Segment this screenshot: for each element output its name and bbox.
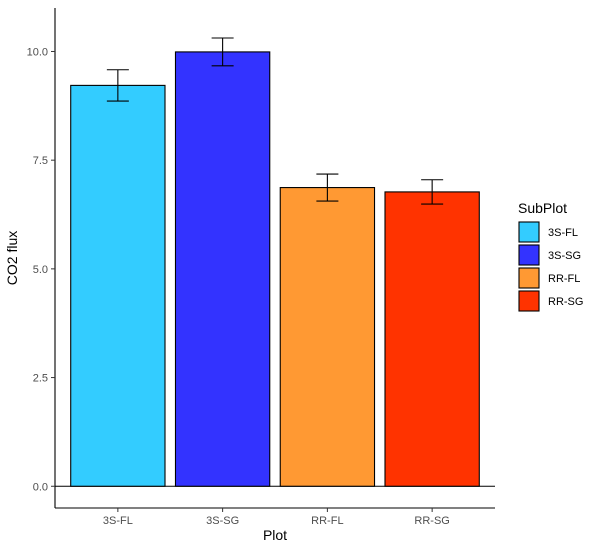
bar-3s-sg bbox=[174, 51, 271, 487]
legend: SubPlot 3S-FL 3S-SG RR-FL RR-SG bbox=[518, 200, 583, 312]
bar-rr-fl bbox=[279, 187, 376, 487]
y-tick-label: 5.0 bbox=[33, 264, 48, 276]
legend-label-rr-fl: RR-FL bbox=[548, 273, 580, 285]
legend-label-rr-sg: RR-SG bbox=[548, 296, 583, 308]
x-axis-title: Plot bbox=[263, 527, 287, 543]
x-tick-label: 3S-FL bbox=[103, 515, 133, 527]
plot-area bbox=[55, 37, 495, 487]
legend-key-3s-fl bbox=[518, 221, 540, 243]
legend-key-3s-sg bbox=[518, 244, 540, 266]
legend-label-3s-sg: 3S-SG bbox=[548, 250, 581, 262]
y-tick-label: 0.0 bbox=[33, 481, 48, 493]
x-tick-label: 3S-SG bbox=[206, 515, 239, 527]
legend-key-rr-sg bbox=[518, 290, 540, 312]
y-tick-label: 10.0 bbox=[27, 46, 48, 58]
legend-label-3s-fl: 3S-FL bbox=[548, 227, 578, 239]
bar-3s-fl bbox=[70, 84, 166, 487]
y-tick-label: 2.5 bbox=[33, 373, 48, 385]
bar-rr-sg bbox=[384, 191, 480, 487]
axes: Plot CO2 flux 3S-FL 3S-SG RR-FL RR-SG 0.0 2.5… bbox=[4, 8, 495, 543]
x-tick-label: RR-SG bbox=[414, 515, 449, 527]
x-tick-label: RR-FL bbox=[311, 515, 343, 527]
y-axis-title: CO2 flux bbox=[4, 231, 20, 285]
y-tick-label: 7.5 bbox=[33, 155, 48, 167]
legend-title: SubPlot bbox=[518, 200, 567, 216]
legend-key-rr-fl bbox=[518, 267, 540, 289]
